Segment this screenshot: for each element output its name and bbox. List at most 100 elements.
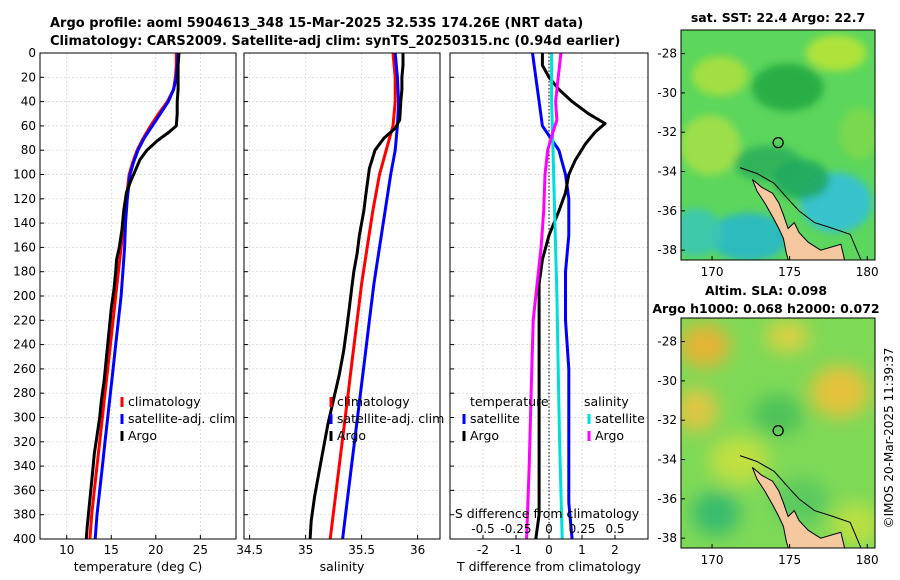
x-tick-label: -1 [510, 543, 522, 557]
temperature-series-line [93, 53, 180, 539]
top-axis-label: S difference from climatology [455, 506, 640, 521]
x-tick-label: 25 [193, 543, 208, 557]
difference-profile-panel: -2 -1 0 1 2 T difference from climatology S di… [449, 52, 649, 574]
sla-map-subtitle: Argo h1000: 0.068 h2000: 0.072 [652, 301, 879, 316]
x-tick-label: 35 [298, 543, 313, 557]
y-tick-label: 80 [21, 143, 36, 157]
field-blobs [681, 320, 875, 547]
x-tick-label: 35.5 [348, 543, 375, 557]
difference-series-line [525, 53, 563, 539]
y-tick-label: 0 [28, 46, 36, 60]
field-blob [806, 35, 867, 71]
y-tick-label: 280 [13, 386, 36, 400]
x-tick-label: 2 [611, 543, 619, 557]
legend-label: Argo [337, 428, 366, 443]
legend-label: Argo [128, 428, 157, 443]
legend-label: satellite-adj. clim [337, 411, 444, 426]
y-tick-label: -38 [657, 531, 677, 545]
field-blob [773, 159, 830, 200]
y-tick-label: 160 [13, 240, 36, 254]
x-tick-label: 175 [778, 265, 801, 279]
x-tick-label: 180 [856, 553, 879, 567]
y-tick-label: 240 [13, 338, 36, 352]
y-tick-label: -30 [657, 86, 677, 100]
salinity-series-line [341, 53, 401, 539]
x-tick-label: 10 [59, 543, 74, 557]
land [751, 179, 846, 260]
legend-label: climatology [337, 394, 410, 409]
x-axis-label: T difference from climatology [456, 559, 642, 574]
figure-title-line1: Argo profile: aoml 5904613_348 15-Mar-20… [50, 16, 583, 31]
field-blob [839, 107, 875, 160]
y-tick-label: -36 [657, 204, 677, 218]
y-tick-label: 60 [21, 119, 36, 133]
legend-title-salinity: salinity [584, 394, 629, 409]
imos-credit: ©IMOS 20-Mar-2025 11:39:37 [882, 348, 896, 529]
field-blob [691, 56, 748, 96]
sla-field [681, 318, 875, 548]
y-tick-label: 40 [21, 95, 36, 109]
y-tick-label: 220 [13, 313, 36, 327]
field-blob [831, 503, 875, 547]
x-tick-label: 0 [545, 543, 553, 557]
top-tick-label: -0.5 [471, 522, 494, 536]
field-blob [751, 63, 824, 112]
y-tick-label: 400 [13, 532, 36, 546]
sla-map-title: Altim. SLA: 0.098 [705, 283, 827, 298]
figure-title-line2: Climatology: CARS2009. Satellite-adj cli… [50, 34, 620, 49]
x-tick-label: 1 [578, 543, 586, 557]
y-tick-label: -32 [657, 413, 677, 427]
field-blob [708, 213, 789, 260]
field-blob [691, 491, 740, 536]
salinity-series-line [328, 53, 397, 539]
x-tick-label: -2 [477, 543, 489, 557]
top-tick-label: 0.5 [605, 522, 624, 536]
y-tick-label: -28 [657, 47, 677, 61]
y-tick-label: 100 [13, 168, 36, 182]
x-tick-label: 180 [856, 265, 879, 279]
argo-location-marker [772, 136, 784, 149]
x-tick-label: 36 [410, 543, 425, 557]
map-frame [680, 29, 876, 261]
x-tick-label: 170 [701, 265, 724, 279]
field-blob [810, 365, 871, 418]
y-tick-label: 260 [13, 362, 36, 376]
land [751, 467, 846, 548]
top-tick-label: 0.25 [569, 522, 596, 536]
sst-map: -28 -30 -32 -34 -36 -38 170 175 180 [657, 29, 879, 279]
legend-label: Argo [470, 428, 499, 443]
field-blob [681, 323, 731, 368]
temperature-profile-panel: 0 20 40 60 80 100 120 140 160 180 200 220 240 260 280 3… [13, 46, 237, 574]
bathymetry-contour [739, 455, 862, 548]
y-tick-label: 180 [13, 265, 36, 279]
top-tick-label: -0.25 [500, 522, 531, 536]
y-tick-label: 300 [13, 411, 36, 425]
y-tick-label: -34 [657, 165, 677, 179]
y-tick-label: 120 [13, 192, 36, 206]
field-blobs [681, 35, 875, 260]
legend-title-temperature: temperature [470, 394, 549, 409]
y-tick-label: 320 [13, 435, 36, 449]
x-tick-label: 34.5 [236, 543, 263, 557]
y-tick-label: 380 [13, 508, 36, 522]
legend-label: satellite [470, 411, 520, 426]
temperature-series-line [84, 53, 181, 539]
field-blob [752, 394, 804, 435]
legend-label: Argo [595, 428, 624, 443]
y-tick-label: -32 [657, 125, 677, 139]
top-tick-label: 0 [545, 522, 553, 536]
sla-map: -28 -30 -32 -34 -36 -38 170 175 180 [657, 317, 879, 567]
argo-location-marker [772, 424, 784, 437]
y-tick-label: 20 [21, 70, 36, 84]
y-tick-label: -38 [657, 243, 677, 257]
x-axis-label: salinity [320, 559, 365, 574]
legend-label: climatology [128, 394, 201, 409]
sst-map-title: sat. SST: 22.4 Argo: 22.7 [691, 10, 865, 25]
bathymetry-contour [739, 167, 862, 260]
salinity-series-line [308, 53, 405, 539]
legend-label: satellite-adj. clim [128, 411, 235, 426]
x-tick-label: 170 [701, 553, 724, 567]
legend-label: satellite [595, 411, 645, 426]
x-tick-label: 20 [148, 543, 163, 557]
